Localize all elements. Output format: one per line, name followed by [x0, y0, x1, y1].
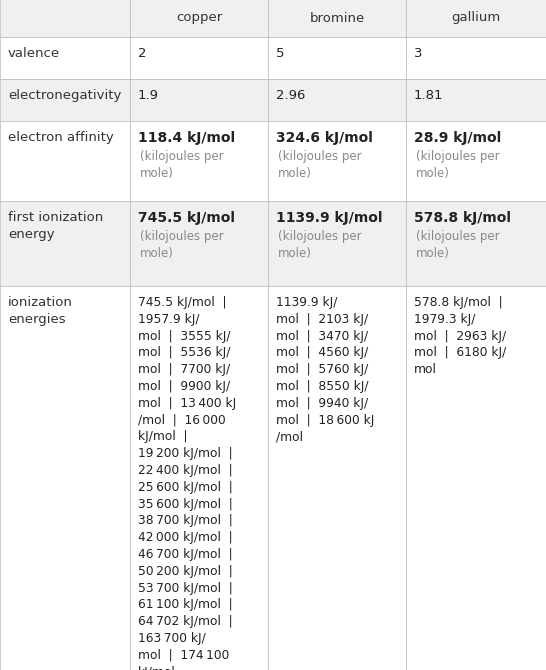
Text: (kilojoules per
mole): (kilojoules per mole) [278, 230, 361, 259]
Bar [406, 0, 546, 37]
Bar [406, 286, 546, 670]
Text: copper: copper [176, 11, 222, 25]
Bar [406, 121, 546, 201]
Bar [130, 121, 268, 201]
Bar [268, 201, 406, 286]
Text: 1.9: 1.9 [138, 89, 159, 102]
Text: 2.96: 2.96 [276, 89, 305, 102]
Bar [406, 37, 546, 79]
Bar [406, 201, 546, 286]
Text: gallium: gallium [452, 11, 501, 25]
Text: first ionization
energy: first ionization energy [8, 211, 103, 241]
Text: 1139.9 kJ/
mol  |  2103 kJ/
mol  |  3470 kJ/
mol  |  4560 kJ/
mol  |  5760 kJ/
m: 1139.9 kJ/ mol | 2103 kJ/ mol | 3470 kJ/… [276, 296, 375, 444]
Text: 578.8 kJ/mol  |
1979.3 kJ/
mol  |  2963 kJ/
mol  |  6180 kJ/
mol: 578.8 kJ/mol | 1979.3 kJ/ mol | 2963 kJ/… [414, 296, 506, 376]
Text: (kilojoules per
mole): (kilojoules per mole) [278, 150, 361, 180]
Bar [0, 79, 130, 121]
Bar [268, 286, 406, 670]
Bar [0, 286, 130, 670]
Text: 2: 2 [138, 47, 146, 60]
Text: 745.5 kJ/mol  |
1957.9 kJ/
mol  |  3555 kJ/
mol  |  5536 kJ/
mol  |  7700 kJ/
mo: 745.5 kJ/mol | 1957.9 kJ/ mol | 3555 kJ/… [138, 296, 236, 670]
Text: valence: valence [8, 47, 60, 60]
Bar [0, 201, 130, 286]
Text: 3: 3 [414, 47, 423, 60]
Text: ionization
energies: ionization energies [8, 296, 73, 326]
Text: bromine: bromine [310, 11, 365, 25]
Text: 5: 5 [276, 47, 284, 60]
Text: 578.8 kJ/mol: 578.8 kJ/mol [414, 211, 511, 225]
Text: 1139.9 kJ/mol: 1139.9 kJ/mol [276, 211, 383, 225]
Bar [0, 0, 130, 37]
Bar [130, 37, 268, 79]
Text: (kilojoules per
mole): (kilojoules per mole) [416, 230, 500, 259]
Text: (kilojoules per
mole): (kilojoules per mole) [140, 230, 224, 259]
Bar [268, 37, 406, 79]
Text: 1.81: 1.81 [414, 89, 443, 102]
Bar [130, 0, 268, 37]
Text: 28.9 kJ/mol: 28.9 kJ/mol [414, 131, 501, 145]
Bar [268, 121, 406, 201]
Bar [268, 0, 406, 37]
Bar [130, 286, 268, 670]
Text: (kilojoules per
mole): (kilojoules per mole) [416, 150, 500, 180]
Bar [0, 37, 130, 79]
Text: 745.5 kJ/mol: 745.5 kJ/mol [138, 211, 235, 225]
Text: electron affinity: electron affinity [8, 131, 114, 144]
Bar [130, 201, 268, 286]
Text: electronegativity: electronegativity [8, 89, 121, 102]
Bar [406, 79, 546, 121]
Bar [0, 121, 130, 201]
Text: 118.4 kJ/mol: 118.4 kJ/mol [138, 131, 235, 145]
Text: 324.6 kJ/mol: 324.6 kJ/mol [276, 131, 373, 145]
Bar [130, 79, 268, 121]
Bar [268, 79, 406, 121]
Text: (kilojoules per
mole): (kilojoules per mole) [140, 150, 224, 180]
